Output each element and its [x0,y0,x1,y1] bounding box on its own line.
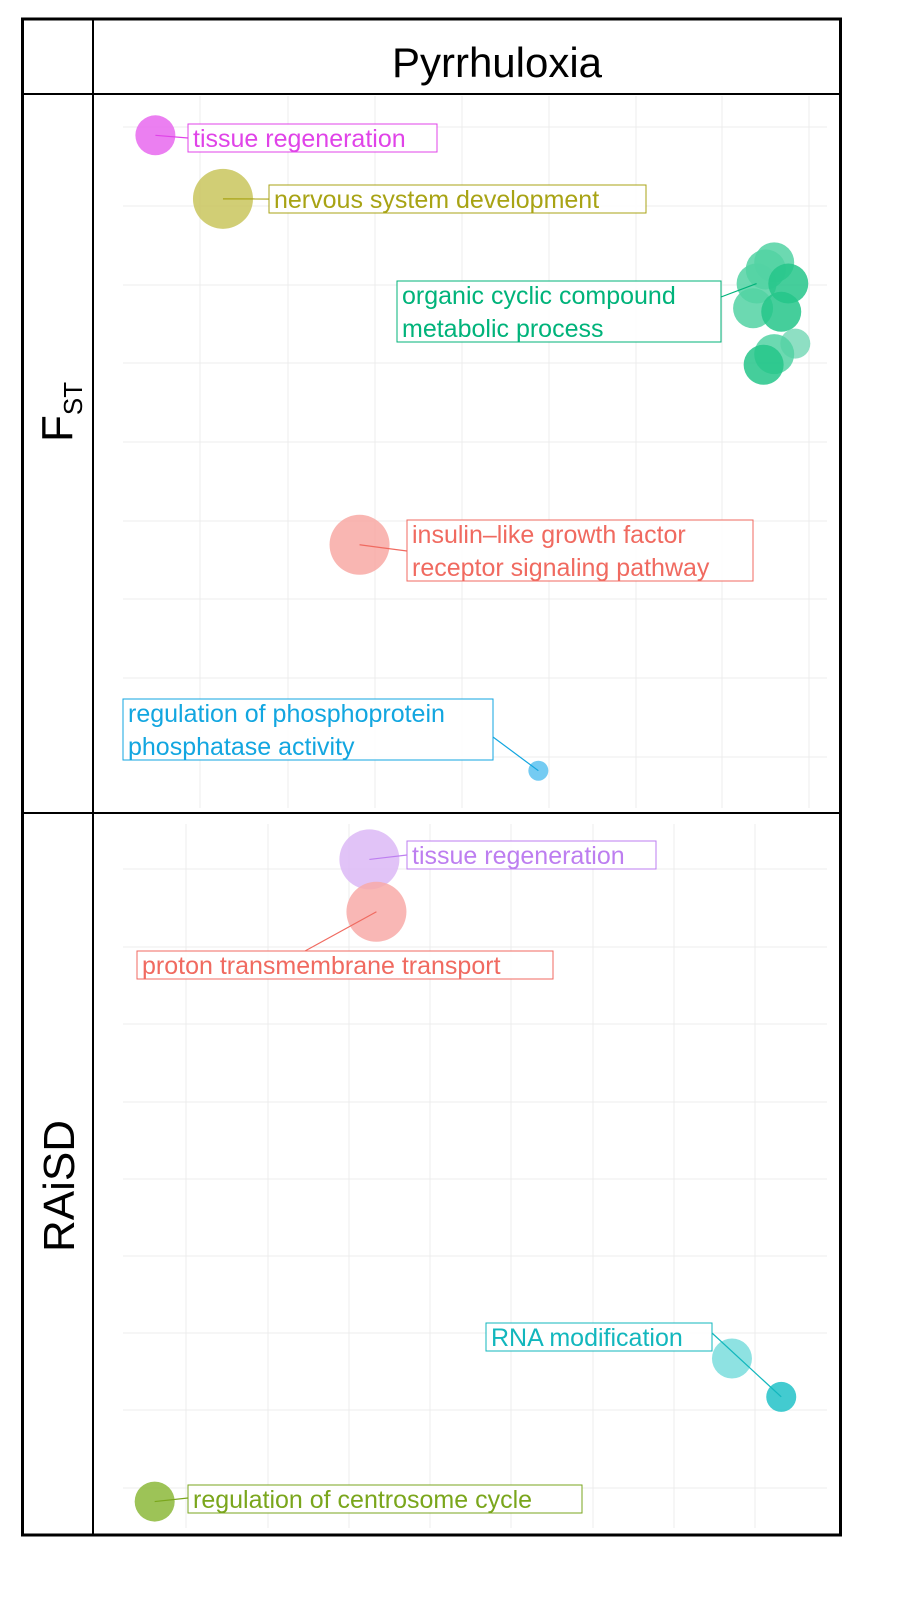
fst-strip-letter: F [33,415,82,442]
leader-line [155,134,189,139]
cluster-label: tissue regeneration [412,842,625,870]
raisd-strip-label: RAiSD [35,1120,84,1252]
leader-line [492,736,539,772]
bubble-point [743,344,784,385]
cluster-label-box [187,1484,583,1514]
svg-text:FST: FST [33,382,88,442]
cluster-label: regulation of phosphoprotein [128,700,445,728]
cluster-label: tissue regeneration [193,125,406,153]
cluster-label-box [136,950,554,980]
cluster-label: regulation of centrosome cycle [193,1486,532,1514]
leader-line [720,282,757,298]
cluster-label: receptor signaling pathway [412,554,710,582]
raisd-panel-grid [123,824,827,1528]
cluster-label: phosphatase activity [128,733,355,761]
facet-title: Pyrrhuloxia [392,39,603,86]
cluster-label: organic cyclic compound [402,282,676,310]
cluster-label: metabolic process [402,315,603,343]
cluster-label: RNA modification [491,1324,683,1352]
leader-line [154,1497,189,1503]
fst-strip-subscript: ST [58,382,88,415]
fst-panel-marks: tissue regeneration nervous system develo… [122,115,811,781]
fst-strip-label: FST [33,382,88,442]
cluster-label-box [396,280,722,343]
bubble-point [761,291,802,332]
cluster-label-box [187,123,438,153]
raisd-panel-marks: tissue regeneration proton transmembrane … [134,829,797,1522]
leader-line [711,1332,782,1398]
leader-line [304,911,377,952]
cluster-label: nervous system development [274,186,599,214]
cluster-label-box [406,840,657,870]
leader-line [359,544,408,552]
leader-line [369,854,408,861]
bubble-point [711,1338,752,1379]
cluster-label-box [406,519,754,582]
facet-frame [21,17,842,1537]
cluster-label-box [122,698,494,761]
svg-text:RAiSD: RAiSD [35,1120,84,1252]
cluster-label-box [485,1322,713,1352]
cluster-label: insulin–like growth factor [412,521,686,549]
cluster-label-box [268,184,647,214]
cluster-label: proton transmembrane transport [142,952,501,980]
